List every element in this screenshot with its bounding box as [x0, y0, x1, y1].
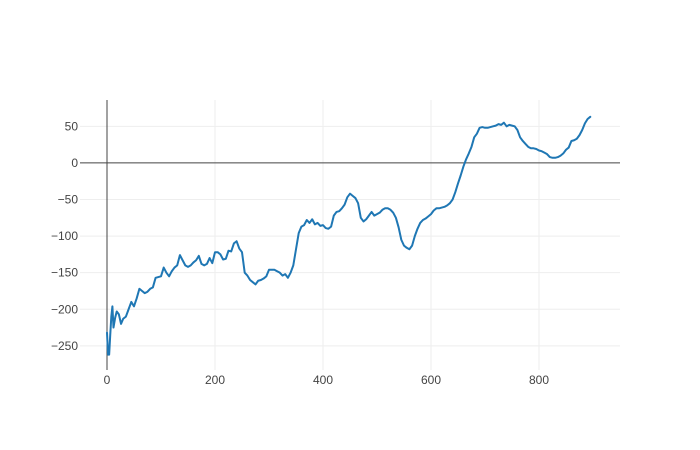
- x-tick-label: 600: [421, 373, 441, 387]
- x-tick-label: 800: [529, 373, 549, 387]
- x-tick-label: 0: [104, 373, 111, 387]
- x-tick-label: 400: [313, 373, 333, 387]
- y-tick-label: −150: [51, 266, 78, 280]
- y-tick-label: 50: [65, 119, 79, 133]
- series-layer: [106, 115, 592, 356]
- y-tick-labels: 50 0 −50 −100 −150 −200 −250: [51, 119, 78, 353]
- y-tick-label: −100: [51, 229, 78, 243]
- y-tick-label: −200: [51, 302, 78, 316]
- x-gridlines: [214, 100, 540, 370]
- y-tick-label: −250: [51, 339, 78, 353]
- y-tick-label: 0: [71, 156, 78, 170]
- series-line: [106, 115, 592, 356]
- y-gridlines: [80, 125, 620, 347]
- x-tick-label: 200: [205, 373, 225, 387]
- y-tick-label: −50: [58, 193, 79, 207]
- zero-lines: [80, 100, 620, 370]
- x-tick-labels: 0 200 400 600 800: [104, 373, 550, 387]
